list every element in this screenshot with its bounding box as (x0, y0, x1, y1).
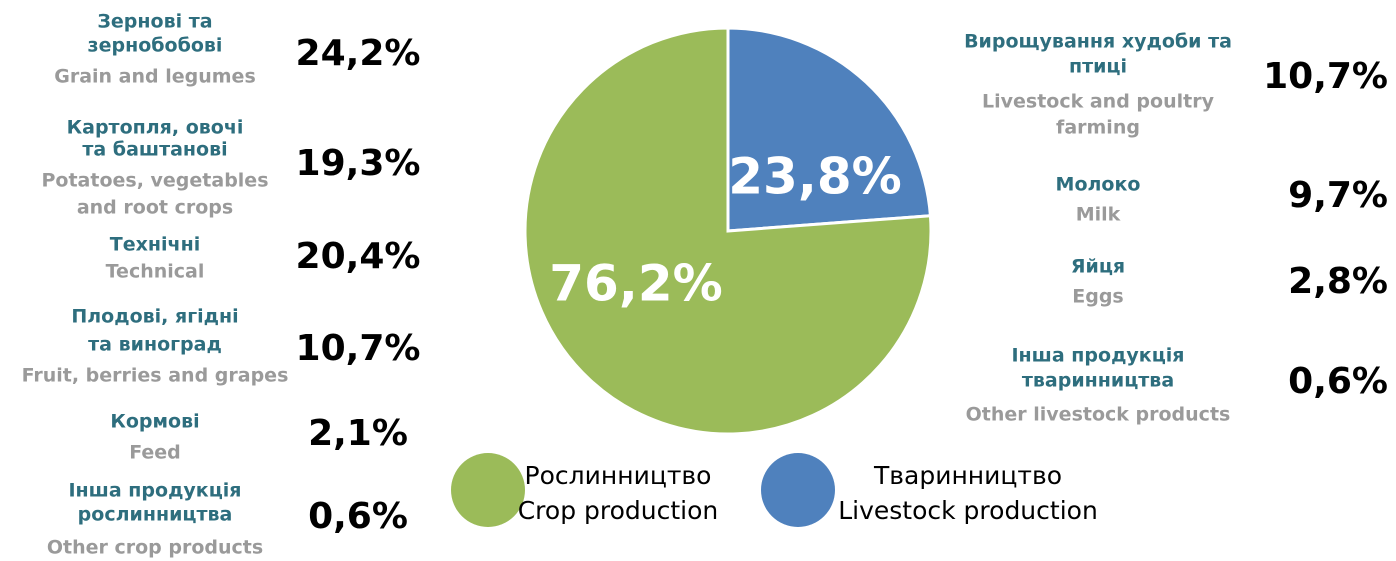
item-share: 9,7% (1288, 175, 1388, 216)
item-name-uk: зернобобові (88, 35, 223, 57)
legend-label: Livestock production (838, 496, 1098, 525)
item-name-uk: та виноград (88, 334, 222, 356)
item-name-uk: Технічні (110, 234, 200, 256)
pie-slice (523, 26, 933, 436)
item-name-en: Other livestock products (966, 404, 1231, 426)
item-name-uk: рослинництва (78, 504, 233, 526)
item-share: 0,6% (1288, 361, 1388, 402)
item-name-uk: Інша продукція (1011, 345, 1184, 367)
item-name-en: Other crop products (47, 537, 263, 559)
item-name-en: farming (1056, 117, 1140, 139)
slice-label: 76,2% (549, 255, 722, 313)
item-name-uk: тваринництва (1022, 370, 1174, 392)
item-share: 20,4% (296, 236, 421, 277)
slice-label: 23,8% (728, 148, 901, 206)
item-name-en: Fruit, berries and grapes (22, 365, 289, 387)
item-name-uk: Яйця (1071, 256, 1125, 278)
item-share: 10,7% (1263, 56, 1388, 97)
item-name-uk: Плодові, ягідні (71, 306, 238, 328)
item-share: 19,3% (296, 143, 421, 184)
item-name-en: Feed (129, 442, 181, 464)
legend-label: Crop production (518, 496, 719, 525)
item-name-uk: Кормові (110, 411, 199, 433)
legend-label: Тваринництво (873, 461, 1062, 490)
item-name-en: Eggs (1072, 286, 1124, 308)
item-share: 10,7% (296, 328, 421, 369)
item-name-uk: Інша продукція (68, 480, 241, 502)
item-name-en: Technical (106, 261, 205, 283)
item-name-uk: Вирощування худоби та (964, 31, 1232, 53)
item-name-en: Grain and legumes (54, 66, 256, 88)
item-name-uk: Картопля, овочі (67, 117, 244, 139)
legend-swatch (761, 453, 835, 527)
legend-label: Рослинництво (525, 461, 712, 490)
pie-slice (726, 26, 933, 233)
item-name-en: and root crops (77, 197, 233, 219)
item-share: 2,8% (1288, 261, 1388, 302)
item-name-en: Potatoes, vegetables (41, 170, 268, 192)
item-name-uk: Молоко (1056, 174, 1141, 196)
item-share: 24,2% (296, 33, 421, 74)
item-name-uk: Зернові та (97, 11, 212, 33)
item-name-en: Livestock and poultry (982, 91, 1215, 113)
legend-swatch (451, 453, 525, 527)
item-share: 0,6% (308, 496, 408, 537)
item-name-uk: та баштанові (82, 139, 227, 161)
item-name-uk: птиці (1069, 56, 1127, 78)
item-share: 2,1% (308, 413, 408, 454)
item-name-en: Milk (1076, 204, 1121, 226)
